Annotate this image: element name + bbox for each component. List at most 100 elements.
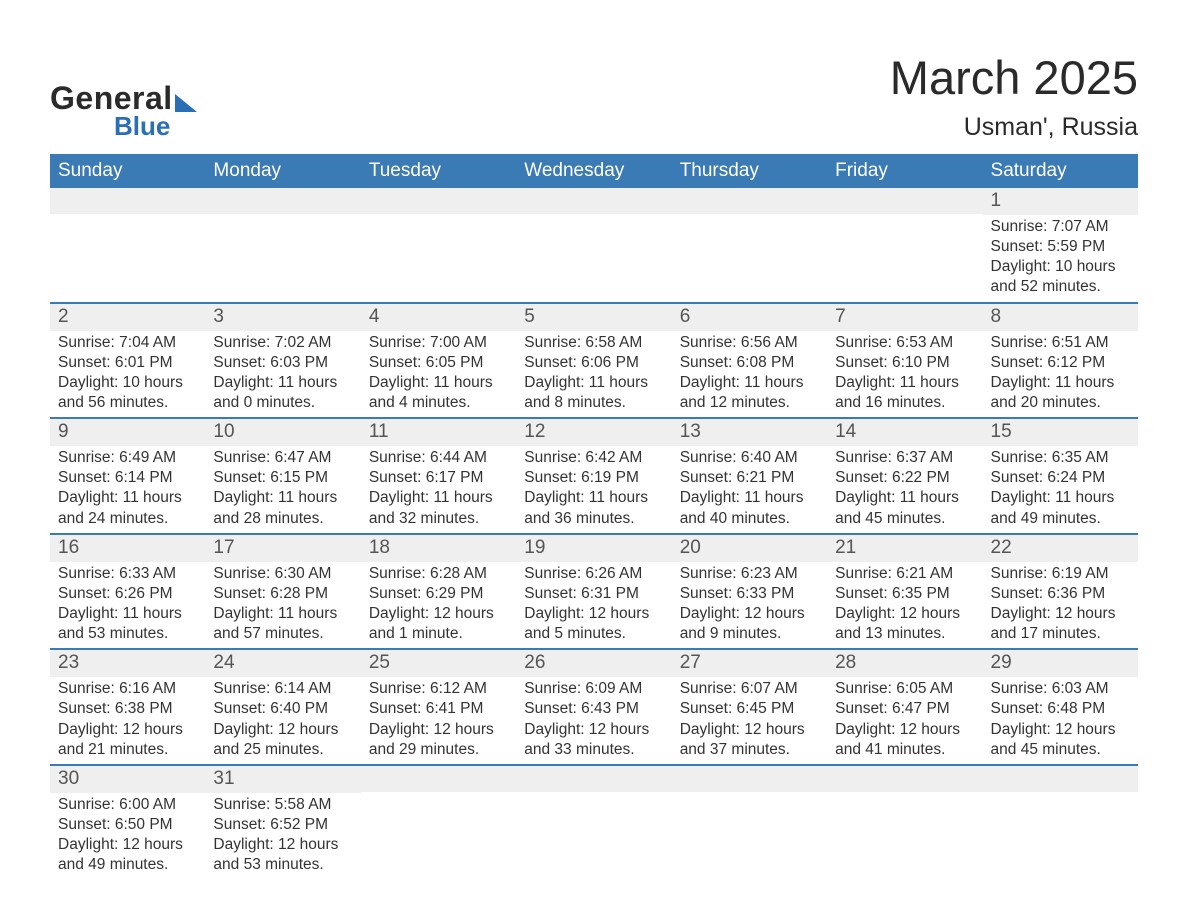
weekday-tuesday: Tuesday: [361, 154, 516, 188]
day-content: Sunrise: 7:00 AMSunset: 6:05 PMDaylight:…: [361, 331, 516, 418]
sunrise-text: Sunrise: 6:44 AM: [369, 448, 508, 468]
day-cell: 13Sunrise: 6:40 AMSunset: 6:21 PMDayligh…: [672, 419, 827, 533]
sunrise-text: Sunrise: 6:47 AM: [213, 448, 352, 468]
weekday-saturday: Saturday: [983, 154, 1138, 188]
day-cell: 30Sunrise: 6:00 AMSunset: 6:50 PMDayligh…: [50, 766, 205, 880]
daylight-text: Daylight: 12 hours and 17 minutes.: [991, 604, 1130, 644]
day-cell: 12Sunrise: 6:42 AMSunset: 6:19 PMDayligh…: [516, 419, 671, 533]
day-content: Sunrise: 6:49 AMSunset: 6:14 PMDaylight:…: [50, 446, 205, 533]
daylight-text: Daylight: 11 hours and 16 minutes.: [835, 373, 974, 413]
day-number: [516, 188, 671, 214]
daylight-text: Daylight: 12 hours and 25 minutes.: [213, 720, 352, 760]
sunrise-text: Sunrise: 6:03 AM: [991, 679, 1130, 699]
sunset-text: Sunset: 6:29 PM: [369, 584, 508, 604]
day-cell: 23Sunrise: 6:16 AMSunset: 6:38 PMDayligh…: [50, 650, 205, 764]
day-content: Sunrise: 6:12 AMSunset: 6:41 PMDaylight:…: [361, 677, 516, 764]
day-number: 6: [672, 304, 827, 331]
day-cell: 20Sunrise: 6:23 AMSunset: 6:33 PMDayligh…: [672, 535, 827, 649]
day-cell: [205, 188, 360, 302]
sunset-text: Sunset: 6:28 PM: [213, 584, 352, 604]
day-cell: 14Sunrise: 6:37 AMSunset: 6:22 PMDayligh…: [827, 419, 982, 533]
sunset-text: Sunset: 6:38 PM: [58, 699, 197, 719]
day-cell: 6Sunrise: 6:56 AMSunset: 6:08 PMDaylight…: [672, 304, 827, 418]
weekday-monday: Monday: [205, 154, 360, 188]
sunset-text: Sunset: 6:06 PM: [524, 353, 663, 373]
sunrise-text: Sunrise: 6:35 AM: [991, 448, 1130, 468]
day-cell: 17Sunrise: 6:30 AMSunset: 6:28 PMDayligh…: [205, 535, 360, 649]
sunset-text: Sunset: 6:47 PM: [835, 699, 974, 719]
day-number: [672, 188, 827, 214]
day-cell: [672, 766, 827, 880]
title-block: March 2025 Usman', Russia: [890, 50, 1138, 142]
weekday-sunday: Sunday: [50, 154, 205, 188]
day-number: [827, 766, 982, 792]
sunset-text: Sunset: 6:43 PM: [524, 699, 663, 719]
daylight-text: Daylight: 12 hours and 13 minutes.: [835, 604, 974, 644]
sunset-text: Sunset: 6:33 PM: [680, 584, 819, 604]
daylight-text: Daylight: 11 hours and 4 minutes.: [369, 373, 508, 413]
day-content: Sunrise: 6:53 AMSunset: 6:10 PMDaylight:…: [827, 331, 982, 418]
day-number: [983, 766, 1138, 792]
day-number: 22: [983, 535, 1138, 562]
week-row: 23Sunrise: 6:16 AMSunset: 6:38 PMDayligh…: [50, 648, 1138, 764]
sunset-text: Sunset: 6:01 PM: [58, 353, 197, 373]
day-cell: 15Sunrise: 6:35 AMSunset: 6:24 PMDayligh…: [983, 419, 1138, 533]
weekday-wednesday: Wednesday: [516, 154, 671, 188]
day-content: Sunrise: 7:02 AMSunset: 6:03 PMDaylight:…: [205, 331, 360, 418]
day-content: Sunrise: 6:05 AMSunset: 6:47 PMDaylight:…: [827, 677, 982, 764]
sunrise-text: Sunrise: 6:58 AM: [524, 333, 663, 353]
day-cell: 1Sunrise: 7:07 AMSunset: 5:59 PMDaylight…: [983, 188, 1138, 302]
day-cell: 9Sunrise: 6:49 AMSunset: 6:14 PMDaylight…: [50, 419, 205, 533]
day-number: 26: [516, 650, 671, 677]
day-cell: [361, 188, 516, 302]
daylight-text: Daylight: 11 hours and 45 minutes.: [835, 488, 974, 528]
day-content: Sunrise: 6:16 AMSunset: 6:38 PMDaylight:…: [50, 677, 205, 764]
daylight-text: Daylight: 11 hours and 8 minutes.: [524, 373, 663, 413]
logo-triangle-icon: [175, 94, 197, 112]
day-number: 28: [827, 650, 982, 677]
sunset-text: Sunset: 6:15 PM: [213, 468, 352, 488]
day-content: Sunrise: 6:03 AMSunset: 6:48 PMDaylight:…: [983, 677, 1138, 764]
sunrise-text: Sunrise: 6:51 AM: [991, 333, 1130, 353]
daylight-text: Daylight: 12 hours and 41 minutes.: [835, 720, 974, 760]
daylight-text: Daylight: 11 hours and 40 minutes.: [680, 488, 819, 528]
sunset-text: Sunset: 6:24 PM: [991, 468, 1130, 488]
day-content: Sunrise: 6:30 AMSunset: 6:28 PMDaylight:…: [205, 562, 360, 649]
day-cell: 25Sunrise: 6:12 AMSunset: 6:41 PMDayligh…: [361, 650, 516, 764]
day-number: 1: [983, 188, 1138, 215]
day-number: [361, 766, 516, 792]
daylight-text: Daylight: 11 hours and 53 minutes.: [58, 604, 197, 644]
day-number: 2: [50, 304, 205, 331]
day-cell: 2Sunrise: 7:04 AMSunset: 6:01 PMDaylight…: [50, 304, 205, 418]
sunset-text: Sunset: 6:22 PM: [835, 468, 974, 488]
sunrise-text: Sunrise: 6:28 AM: [369, 564, 508, 584]
day-number: 4: [361, 304, 516, 331]
day-number: [672, 766, 827, 792]
sunset-text: Sunset: 6:05 PM: [369, 353, 508, 373]
daylight-text: Daylight: 11 hours and 24 minutes.: [58, 488, 197, 528]
sunset-text: Sunset: 5:59 PM: [991, 237, 1130, 257]
day-cell: 7Sunrise: 6:53 AMSunset: 6:10 PMDaylight…: [827, 304, 982, 418]
sunrise-text: Sunrise: 6:33 AM: [58, 564, 197, 584]
sunrise-text: Sunrise: 6:19 AM: [991, 564, 1130, 584]
daylight-text: Daylight: 12 hours and 33 minutes.: [524, 720, 663, 760]
sunrise-text: Sunrise: 6:37 AM: [835, 448, 974, 468]
day-number: 17: [205, 535, 360, 562]
sunrise-text: Sunrise: 6:56 AM: [680, 333, 819, 353]
day-content: Sunrise: 6:37 AMSunset: 6:22 PMDaylight:…: [827, 446, 982, 533]
day-cell: [361, 766, 516, 880]
sunset-text: Sunset: 6:03 PM: [213, 353, 352, 373]
daylight-text: Daylight: 12 hours and 37 minutes.: [680, 720, 819, 760]
day-number: 12: [516, 419, 671, 446]
daylight-text: Daylight: 11 hours and 49 minutes.: [991, 488, 1130, 528]
day-number: 29: [983, 650, 1138, 677]
sunrise-text: Sunrise: 6:16 AM: [58, 679, 197, 699]
daylight-text: Daylight: 12 hours and 1 minute.: [369, 604, 508, 644]
header-row: General Blue March 2025 Usman', Russia: [50, 50, 1138, 142]
day-content: Sunrise: 6:21 AMSunset: 6:35 PMDaylight:…: [827, 562, 982, 649]
day-number: 11: [361, 419, 516, 446]
day-number: 30: [50, 766, 205, 793]
day-cell: [672, 188, 827, 302]
day-number: [50, 188, 205, 214]
daylight-text: Daylight: 12 hours and 29 minutes.: [369, 720, 508, 760]
